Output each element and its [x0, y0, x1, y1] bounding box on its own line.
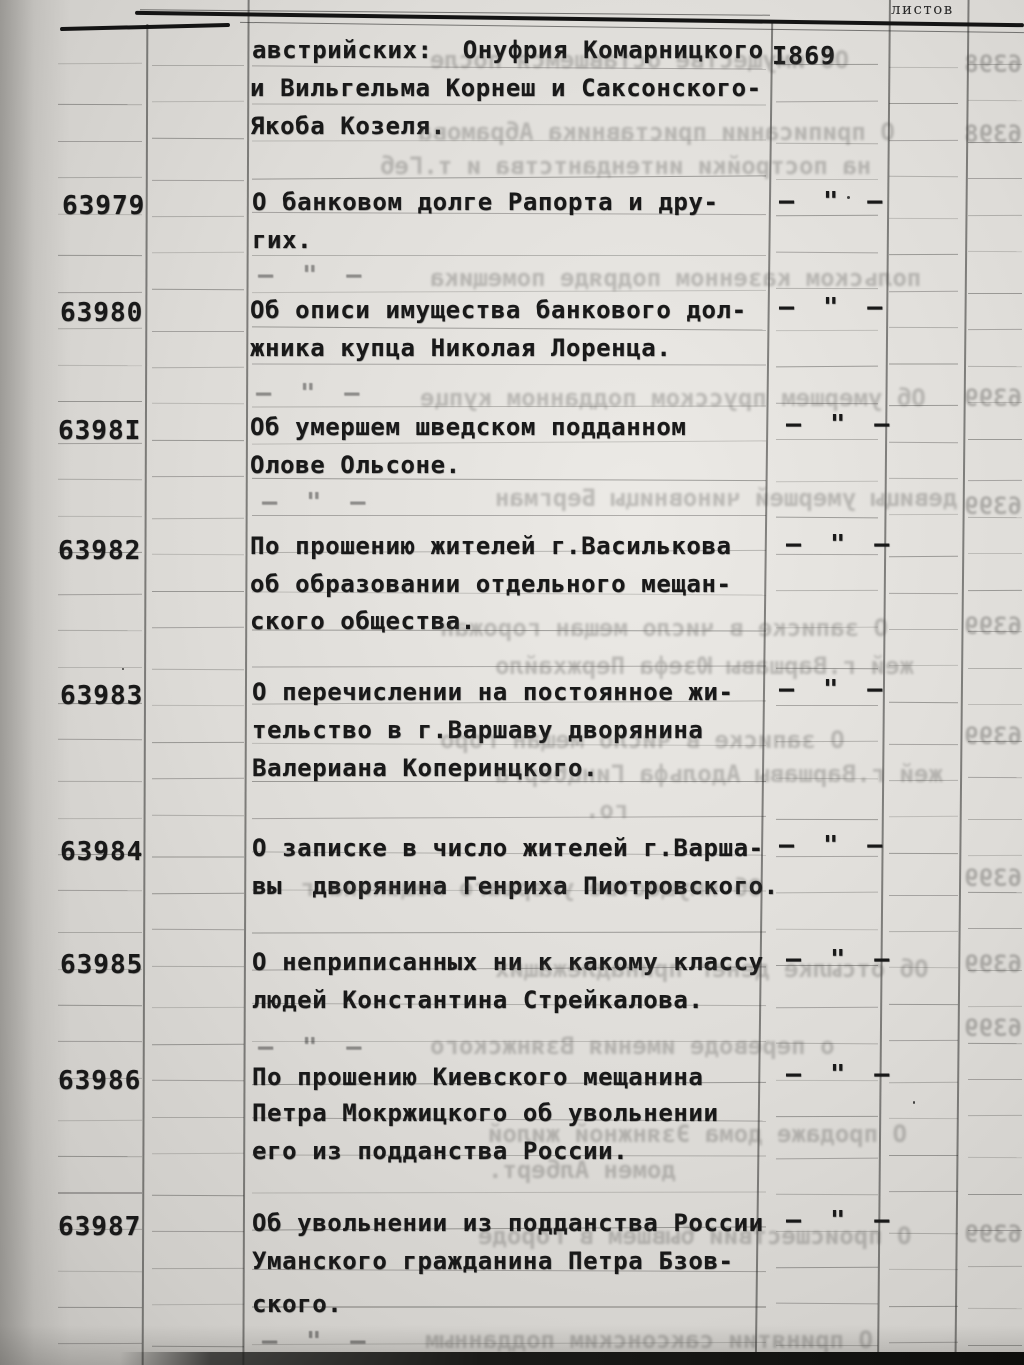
bleedthrough-text: девицы умершей чиновницы Бергман: [495, 484, 958, 512]
entry-number: 63985: [60, 950, 144, 980]
ditto-mark: – " –: [779, 186, 886, 215]
entry-text-line: и Вильгельма Корнеш и Саксонского-: [250, 74, 762, 102]
bleedthrough-number: 63992: [964, 612, 1022, 640]
bleedthrough-text: Об отсылке денег принадлежащих: [495, 955, 929, 983]
faint-ditto-mark: – " –: [262, 487, 369, 516]
entry-number: 6398I: [58, 416, 142, 446]
bleedthrough-text: О происшествии бывшем в городе: [478, 1222, 912, 1250]
dust-speck: [913, 1101, 915, 1104]
bleedthrough-number: 63988: [964, 50, 1022, 78]
entry-text-line: О неприписанных ни к какому классу: [252, 948, 764, 976]
entry-text-line: ского общества.: [250, 607, 476, 635]
ditto-mark: – " –: [779, 292, 886, 321]
bleedthrough-text: Об имуществе оставшемся после: [430, 46, 850, 74]
entry-number: 63983: [60, 681, 144, 711]
ditto-mark: – " –: [786, 1059, 893, 1088]
entry-text-line: Петра Мокржицкого об увольнении: [252, 1099, 719, 1127]
entry-text-line: австрийских: Онуфрия Комарницкого: [252, 36, 764, 64]
entry-number: 63979: [62, 191, 146, 221]
column-rule-description: [754, 20, 773, 1365]
entry-text-line: жника купца Николая Лоренца.: [250, 334, 672, 362]
dust-speck: [122, 668, 124, 670]
bleedthrough-number: 63997: [964, 1220, 1022, 1248]
entry-text-line: О записке в число жителей г.Варша-: [252, 834, 764, 862]
entry-text-line: О перечислении на постоянное жи-: [252, 678, 734, 706]
entry-text-line: тельство в г.Варшаву дворянина: [252, 716, 704, 744]
bleedthrough-text: польском казенном подряде помещика: [430, 264, 922, 292]
bleedthrough-text: О продаже дома Эзянжной жилой: [488, 1120, 908, 1148]
bleedthrough-number: 63994: [964, 864, 1022, 892]
bleedthrough-number: 63993: [964, 722, 1022, 750]
entry-text-line: ского.: [252, 1290, 343, 1318]
ditto-mark: – " –: [779, 830, 886, 859]
bleedthrough-text: Об имуществе умершаго мещанина г: [300, 874, 763, 902]
bleedthrough-number: 63989: [964, 120, 1022, 148]
bleedthrough-text: Об умершем прусском подданном купце: [420, 384, 926, 412]
bleedthrough-text: О записке в число мещан горожан: [440, 614, 888, 642]
entry-text-line: Якоба Козеля.: [250, 112, 446, 140]
bleedthrough-text: О принятии саксонским подданным: [425, 1326, 873, 1354]
bleedthrough-text: О записке в число мещан горо: [440, 726, 845, 754]
ditto-mark: – " –: [786, 529, 893, 558]
ditto-mark: – " –: [786, 944, 893, 973]
entry-number: 63982: [58, 536, 142, 566]
entry-text-line: По прошению жителей г.Василькова: [250, 532, 732, 560]
entry-text-line: Олове Ольсоне.: [250, 451, 461, 479]
entry-text-line: Об описи имущества банкового дол-: [250, 296, 747, 324]
faint-ditto-mark: – " –: [258, 260, 365, 289]
entry-text-line: Об увольнении из подданства России: [252, 1209, 764, 1237]
entry-number: 63984: [60, 837, 144, 867]
listov-column-header: листов: [891, 0, 954, 18]
bleedthrough-number: 6399I: [964, 492, 1022, 520]
entry-text-line: Уманского гражданина Петра Бзов-: [252, 1247, 734, 1275]
bleedthrough-text: О приписании приставника Абрамова: [418, 118, 895, 146]
ditto-mark: – " –: [779, 674, 886, 703]
entry-number: 63987: [58, 1212, 142, 1242]
entry-text-line: людей Константина Стрейкалова.: [252, 986, 704, 1014]
entry-text-line: По прошению Киевского мещанина: [252, 1063, 704, 1091]
header-rule-left-segment: [59, 22, 231, 32]
column-rule-listov: [954, 0, 970, 1365]
column-rule-number: [242, 0, 250, 1365]
bleedthrough-text: о переводе имения Взянжского: [430, 1032, 835, 1060]
year-value: I869: [772, 41, 837, 70]
ditto-mark: – " –: [786, 409, 893, 438]
bleedthrough-number: 63995: [964, 950, 1022, 978]
dust-speck: [847, 196, 850, 199]
bleedthrough-number: 63990: [964, 384, 1022, 412]
scan-edge-shadow: [120, 1352, 1024, 1365]
entry-text-line: гих.: [252, 226, 313, 254]
entry-text-line: вы дворянина Генриха Пиотровского.: [252, 872, 779, 900]
bleedthrough-text: жей г.Варшавы Адольфа Гинцберга: [495, 760, 943, 788]
entry-text-line: его из подданства России.: [252, 1137, 629, 1165]
faint-ditto-mark: – " –: [262, 1326, 369, 1355]
entry-number: 63980: [60, 298, 144, 328]
bleedthrough-text: жей г.Варшавы Юзефа Пержхайло: [495, 652, 915, 680]
faint-ditto-mark: – " –: [256, 378, 363, 407]
bleedthrough-text: на постройки интендантства и т.Геб: [380, 152, 872, 180]
entry-text-line: об образовании отдельного мещан-: [250, 570, 732, 598]
ditto-mark: – " –: [786, 1205, 893, 1234]
entry-text-line: О банковом долге Рапорта и дру-: [252, 188, 719, 216]
entry-text-line: Об умершем шведском подданном: [250, 413, 687, 441]
entry-text-line: Валериана Коперинцкого.: [252, 754, 599, 782]
entry-number: 63986: [58, 1066, 142, 1096]
bleedthrough-text: домен Алберт.: [488, 1156, 676, 1184]
bleedthrough-text: го.: [585, 796, 629, 824]
faint-ditto-mark: – " –: [258, 1032, 365, 1061]
